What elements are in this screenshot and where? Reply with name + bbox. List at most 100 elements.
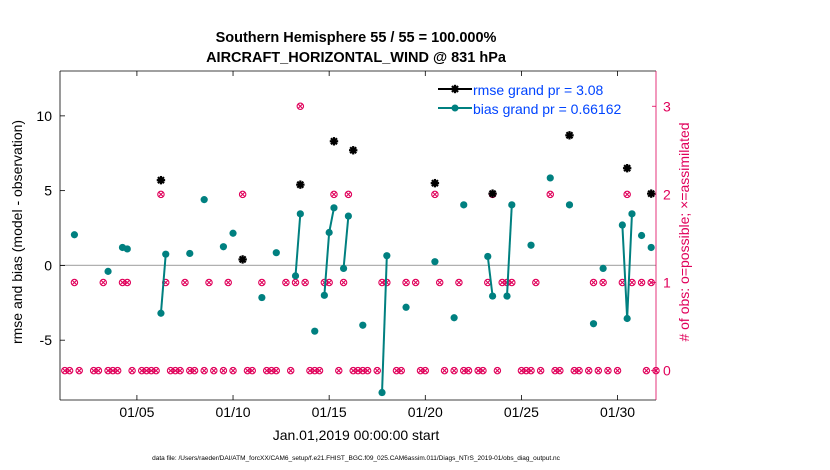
bias-point: [599, 264, 607, 272]
obs-count-point: [435, 278, 444, 287]
obs-assimilated-marker: [576, 367, 582, 374]
y2-axis-label: # of obs: o=possible; ×=assimilated: [676, 122, 692, 341]
obs-assimilated-marker: [239, 191, 246, 198]
bias-point: [383, 252, 391, 260]
obs-possible-marker: [65, 366, 74, 375]
obs-count-point: [205, 278, 213, 287]
rmse-point: [488, 189, 497, 198]
obs-assimilated-marker: [590, 279, 597, 286]
obs-assimilated-marker: [177, 367, 183, 374]
obs-possible-marker: [373, 366, 381, 375]
rmse-point-core: [648, 191, 654, 196]
rmse-point: [348, 146, 358, 155]
obs-count-point: [536, 366, 545, 375]
axes: 01/05 01/10 01/15 01/20 01/25 01/30 -5 0 5 10 0 1 2 3: [36, 70, 671, 420]
obs-assimilated-marker: [398, 367, 405, 374]
obs-possible-marker: [359, 366, 367, 375]
obs-possible-marker: [459, 366, 468, 375]
obs-possible-marker: [498, 278, 506, 287]
bias-point: [200, 196, 208, 204]
bias-point: [460, 201, 468, 209]
obs-possible-marker: [147, 366, 156, 375]
obs-count-point: [339, 278, 348, 287]
obs-assimilated-marker: [287, 367, 294, 374]
obs-count-point: [238, 190, 247, 199]
obs-possible-marker: [142, 366, 151, 375]
obs-possible-marker: [243, 366, 252, 375]
x-tick-label: 01/20: [408, 404, 443, 420]
x-tick-label: 01/05: [119, 404, 154, 420]
bias-point: [589, 320, 598, 328]
bias-point: [637, 231, 646, 240]
rmse-point-core: [240, 257, 245, 262]
obs-assimilated-marker: [451, 367, 457, 374]
obs-possible-marker: [335, 366, 343, 375]
obs-assimilated-marker: [297, 103, 304, 110]
obs-possible-marker: [113, 366, 122, 375]
bias-point: [320, 291, 328, 299]
bias-point: [219, 243, 228, 251]
obs-possible-marker: [210, 366, 218, 375]
obs-assimilated-marker: [206, 279, 212, 286]
obs-possible-marker: [310, 366, 319, 375]
obs-possible-marker: [450, 366, 458, 375]
obs-possible-marker: [536, 366, 545, 375]
x-tick-label: 01/30: [600, 404, 635, 420]
bias-point: [70, 231, 79, 239]
bias-series: [70, 174, 655, 397]
obs-assimilated-marker: [412, 279, 419, 286]
obs-possible-marker: [594, 366, 603, 375]
obs-possible-marker: [637, 278, 646, 287]
obs-assimilated-marker: [340, 279, 347, 286]
obs-assimilated-marker: [629, 279, 635, 286]
y-tick-label: -5: [40, 332, 53, 348]
chart-title: Southern Hemisphere 55 / 55 = 100.000%: [216, 30, 497, 46]
obs-count-point: [584, 366, 593, 375]
obs-possible-marker: [238, 190, 247, 199]
obs-count-point: [335, 366, 343, 375]
rmse-point: [565, 131, 574, 140]
obs-possible-marker: [392, 366, 401, 375]
obs-assimilated-marker: [600, 279, 606, 286]
obs-count-point: [296, 102, 305, 111]
rmse-point-core: [298, 182, 303, 187]
obs-assimilated-marker: [465, 367, 472, 374]
obs-count-point: [599, 278, 607, 287]
bias-point: [565, 201, 574, 209]
obs-possible-marker: [522, 366, 530, 375]
bias-point: [186, 249, 194, 258]
obs-possible-marker: [267, 366, 276, 375]
obs-possible-marker: [344, 190, 353, 199]
obs-possible-marker: [186, 366, 194, 375]
obs-count-point: [604, 366, 612, 375]
obs-possible-marker: [61, 366, 69, 375]
obs-possible-marker: [570, 366, 579, 375]
obs-possible-marker: [70, 278, 79, 287]
obs-assimilated-marker: [638, 279, 645, 286]
obs-count-point: [479, 366, 487, 375]
bias-point: [546, 174, 554, 182]
obs-count-point: [75, 366, 83, 375]
obs-assimilated-marker: [66, 367, 73, 374]
bias-point: [402, 303, 410, 311]
bias-point: [104, 267, 112, 275]
rmse-point: [329, 137, 339, 146]
obs-assimilated-marker: [422, 367, 429, 374]
obs-assimilated-marker: [326, 279, 332, 286]
obs-possible-marker: [190, 366, 199, 375]
obs-count-point: [618, 278, 627, 287]
obs-assimilated-marker: [230, 367, 236, 374]
series-layer: [61, 102, 660, 397]
obs-count-point: [94, 366, 103, 375]
obs-possible-marker: [517, 366, 526, 375]
obs-assimilated-marker: [249, 367, 256, 374]
bias-point: [508, 201, 516, 209]
rmse-point-core: [567, 133, 572, 138]
obs-possible-marker: [219, 366, 228, 375]
obs-assimilated-marker: [374, 367, 381, 374]
bias-point: [344, 212, 352, 220]
obs-assimilated-marker: [100, 279, 107, 286]
obs-count-point: [431, 190, 439, 199]
obs-count-point: [546, 190, 555, 199]
obs-count-point: [224, 278, 232, 287]
